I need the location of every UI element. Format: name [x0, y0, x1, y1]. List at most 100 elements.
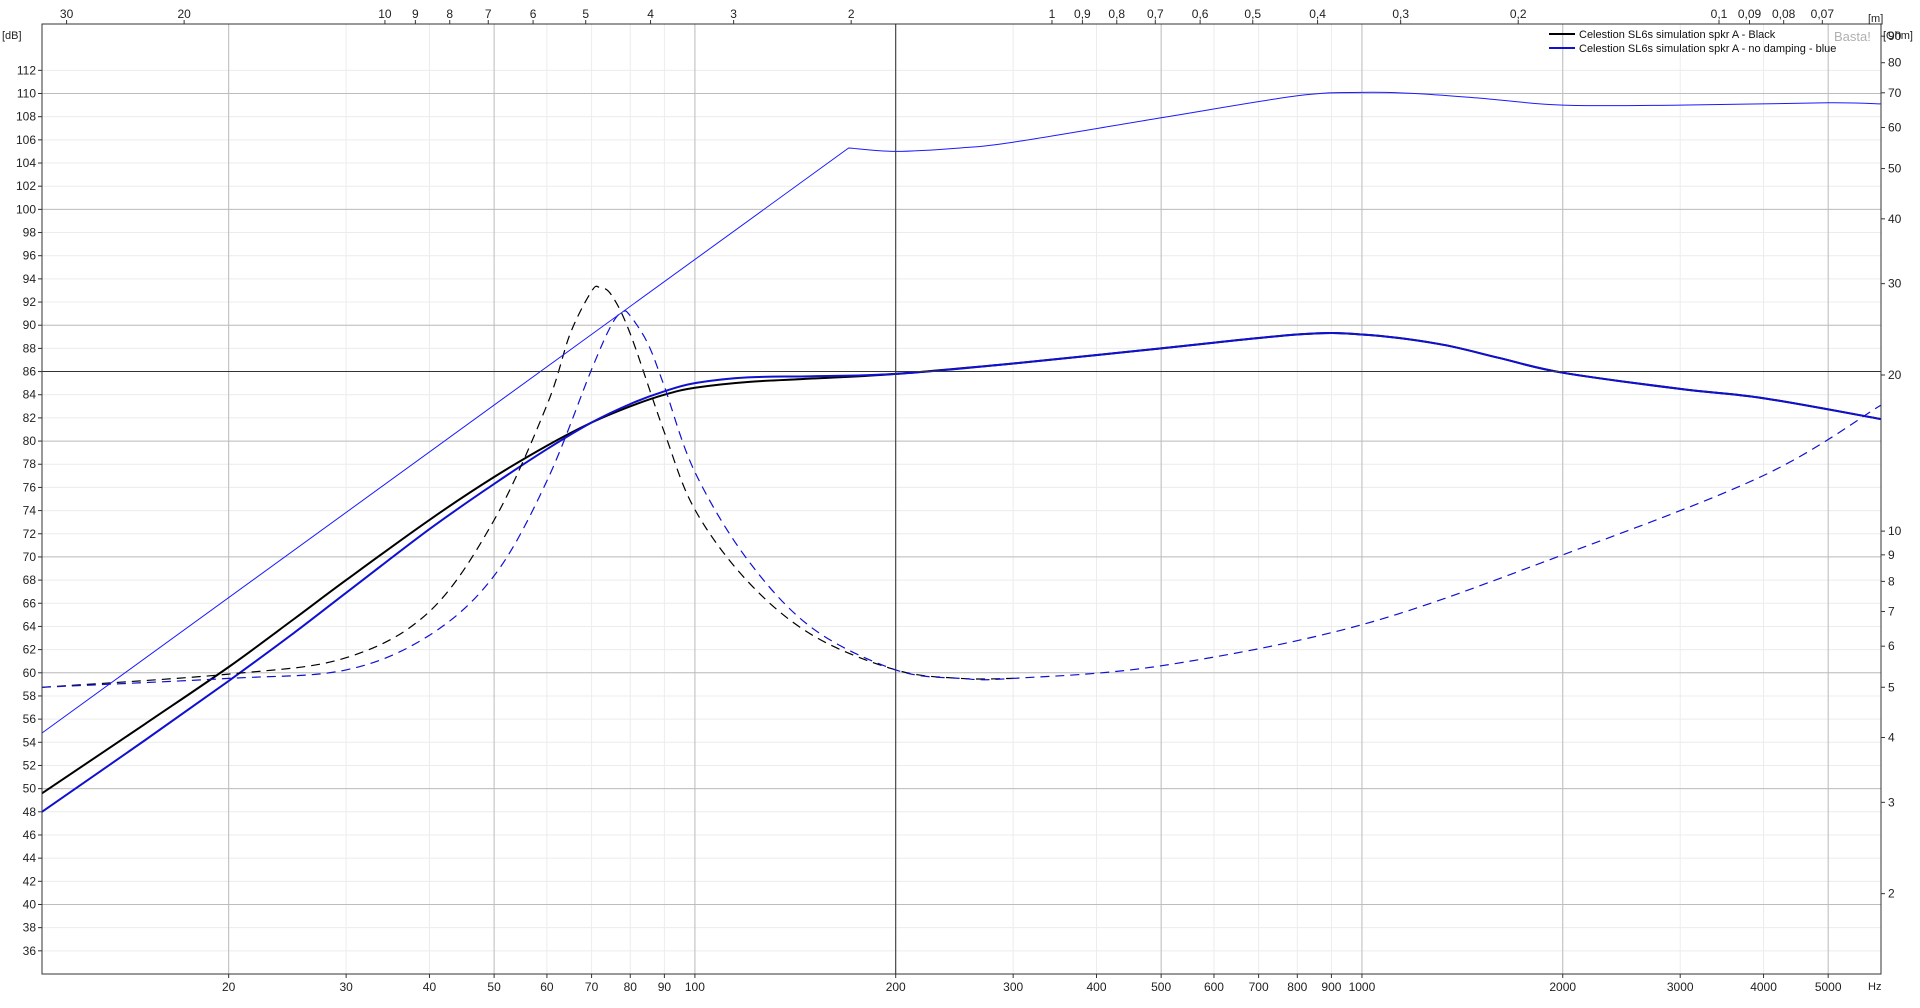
y-left-tick-label: 64: [23, 619, 37, 633]
x-bottom-tick-label: 60: [540, 980, 554, 994]
x-top-tick-label: 30: [60, 7, 74, 21]
x-top-tick-label: 0,6: [1192, 7, 1209, 21]
y-right-tick-label: 3: [1888, 795, 1895, 809]
axis-labels: 3638404244464850525456586062646668707274…: [16, 7, 1902, 994]
x-top-tick-label: 0,2: [1510, 7, 1527, 21]
legend: Celestion SL6s simulation spkr A - Black…: [1549, 29, 1836, 55]
x-bottom-tick-label: 700: [1249, 980, 1269, 994]
x-top-tick-label: 4: [647, 7, 654, 21]
x-top-tick-label: 0,4: [1309, 7, 1326, 21]
x-bottom-tick-label: 400: [1086, 980, 1106, 994]
x-top-tick-label: 0,1: [1711, 7, 1728, 21]
x-bottom-tick-label: 1000: [1349, 980, 1376, 994]
y-right-tick-label: 10: [1888, 524, 1902, 538]
x-bottom-tick-label: 500: [1151, 980, 1171, 994]
legend-label-1: Celestion SL6s simulation spkr A - no da…: [1579, 43, 1836, 55]
x-top-tick-label: 0,07: [1811, 7, 1835, 21]
y-left-tick-label: 74: [23, 504, 37, 518]
x-bottom-tick-label: 200: [886, 980, 906, 994]
y-right-tick-label: 60: [1888, 121, 1902, 135]
y-left-tick-label: 54: [23, 735, 37, 749]
x-bottom-tick-label: 80: [624, 980, 638, 994]
y-left-tick-label: 96: [23, 249, 37, 263]
y-left-tick-label: 112: [17, 63, 36, 77]
y-left-tick-label: 82: [23, 411, 37, 425]
x-top-tick-label: 0,8: [1108, 7, 1125, 21]
y-left-tick-label: 84: [23, 388, 37, 402]
x-bottom-tick-label: 2000: [1549, 980, 1576, 994]
x-bottom-tick-label: 30: [339, 980, 353, 994]
y-left-tick-label: 98: [23, 226, 37, 240]
x-bottom-tick-label: 3000: [1667, 980, 1694, 994]
legend-label-0: Celestion SL6s simulation spkr A - Black: [1579, 29, 1776, 41]
x-top-tick-label: 7: [485, 7, 492, 21]
x-top-tick-label: 0,09: [1738, 7, 1762, 21]
x-top-tick-label: 10: [378, 7, 392, 21]
y-left-tick-label: 108: [16, 110, 36, 124]
y-left-tick-label: 60: [23, 666, 37, 680]
y-left-tick-label: 56: [23, 712, 37, 726]
y-right-tick-label: 40: [1888, 212, 1902, 226]
y-left-tick-label: 100: [16, 202, 36, 216]
y-left-tick-label: 110: [17, 87, 36, 101]
x-bottom-tick-label: 5000: [1815, 980, 1842, 994]
y-right-tick-label: 70: [1888, 86, 1902, 100]
x-top-tick-label: 0,3: [1392, 7, 1409, 21]
x-top-tick-label: 0,08: [1772, 7, 1796, 21]
y-left-tick-label: 66: [23, 596, 37, 610]
y-left-unit-label: [dB]: [2, 30, 22, 42]
x-top-tick-label: 0,7: [1147, 7, 1164, 21]
y-left-tick-label: 52: [23, 758, 37, 772]
y-left-tick-label: 72: [23, 527, 37, 541]
x-bottom-tick-label: 300: [1003, 980, 1023, 994]
y-left-tick-label: 42: [23, 874, 37, 888]
x-top-unit-label: [m]: [1868, 13, 1883, 25]
watermark-text: Basta!: [1834, 29, 1871, 44]
x-top-tick-label: 1: [1049, 7, 1056, 21]
y-right-tick-label: 30: [1888, 277, 1902, 291]
cursor-crosshair: [42, 24, 1881, 974]
series-line-1: [41, 332, 1882, 813]
y-left-tick-label: 92: [23, 295, 37, 309]
y-left-tick-label: 36: [23, 944, 37, 958]
x-bottom-unit-label: Hz: [1868, 981, 1881, 993]
y-right-tick-label: 80: [1888, 56, 1902, 70]
y-left-tick-label: 58: [23, 689, 37, 703]
x-bottom-tick-label: 100: [685, 980, 705, 994]
x-bottom-tick-label: 90: [658, 980, 672, 994]
x-bottom-tick-label: 900: [1321, 980, 1341, 994]
x-top-tick-label: 3: [730, 7, 737, 21]
y-right-tick-label: 7: [1888, 604, 1895, 618]
y-left-tick-label: 68: [23, 573, 37, 587]
x-bottom-tick-label: 600: [1204, 980, 1224, 994]
x-bottom-tick-label: 50: [487, 980, 501, 994]
series-layer: [41, 91, 1882, 813]
x-top-tick-label: 0,9: [1074, 7, 1091, 21]
y-left-tick-label: 80: [23, 434, 37, 448]
y-left-tick-label: 106: [16, 133, 36, 147]
y-right-tick-label: 50: [1888, 162, 1902, 176]
y-right-tick-label: 2: [1888, 887, 1895, 901]
y-right-tick-label: 6: [1888, 639, 1895, 653]
y-left-tick-label: 88: [23, 341, 37, 355]
y-left-tick-label: 38: [23, 921, 37, 935]
series-line-2: [41, 285, 1014, 688]
x-top-tick-label: 2: [848, 7, 855, 21]
y-left-tick-label: 102: [16, 179, 36, 193]
y-left-tick-label: 50: [23, 782, 37, 796]
y-left-tick-label: 104: [16, 156, 36, 170]
plot-frame: [41, 23, 1882, 975]
series-line-4: [41, 91, 1882, 734]
x-bottom-tick-label: 4000: [1750, 980, 1777, 994]
y-left-tick-label: 86: [23, 365, 37, 379]
y-left-tick-label: 78: [23, 457, 37, 471]
x-bottom-tick-label: 40: [423, 980, 437, 994]
y-left-tick-label: 62: [23, 643, 37, 657]
y-left-tick-label: 40: [23, 897, 37, 911]
y-right-unit-label: [Ohm]: [1883, 30, 1913, 42]
series-line-3: [41, 310, 1882, 688]
x-bottom-tick-label: 20: [222, 980, 236, 994]
y-right-tick-label: 5: [1888, 680, 1895, 694]
y-right-tick-label: 8: [1888, 574, 1895, 588]
